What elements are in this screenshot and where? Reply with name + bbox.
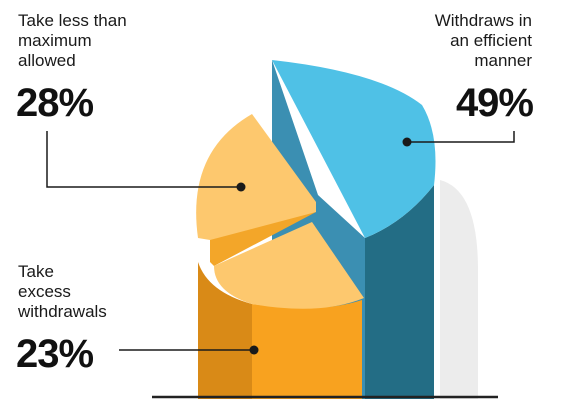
slice-value-efficient: 49% bbox=[455, 81, 534, 125]
slice-efficient-side-front bbox=[365, 185, 434, 399]
slice-excess-side-front bbox=[252, 300, 362, 399]
slice-label-efficient: Withdraws in an efficient manner bbox=[434, 11, 532, 70]
slice-value-less: 28% bbox=[16, 81, 94, 125]
callout-line-49 bbox=[407, 131, 515, 143]
slice-less bbox=[196, 114, 316, 240]
slice-excess bbox=[214, 222, 364, 309]
callout-line-28 bbox=[46, 131, 241, 188]
slice-label-excess: Take excess withdrawals bbox=[18, 262, 107, 321]
slice-efficient bbox=[272, 60, 436, 238]
slice-less-side bbox=[210, 204, 316, 266]
callout-dot-49 bbox=[402, 137, 412, 147]
shadow-shape bbox=[440, 180, 478, 399]
callout-dot-23 bbox=[249, 345, 259, 355]
slice-label-less: Take less than maximum allowed bbox=[18, 11, 127, 70]
slice-value-excess: 23% bbox=[16, 332, 94, 376]
callout-dot-28 bbox=[236, 182, 246, 192]
slice-excess-side-left bbox=[198, 262, 252, 399]
